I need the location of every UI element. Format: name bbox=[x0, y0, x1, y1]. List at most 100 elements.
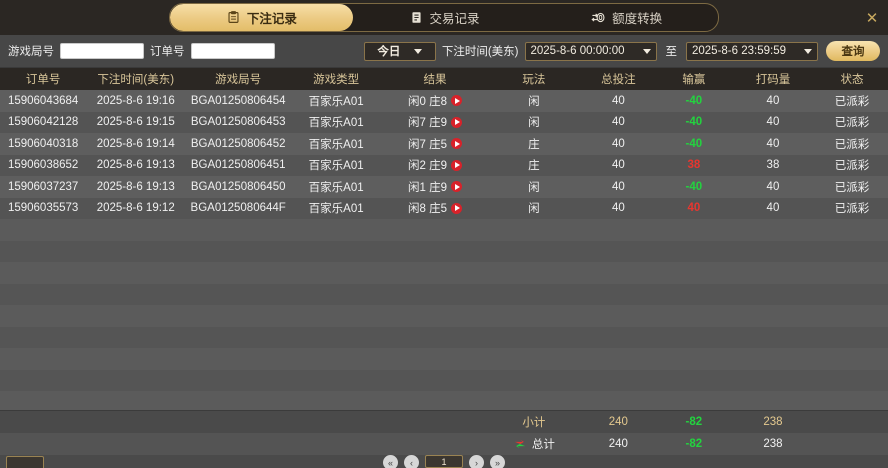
date-preset-select[interactable]: 今日 bbox=[363, 41, 436, 61]
cell-status-text: 已派彩 bbox=[834, 95, 870, 108]
table-totals: 小计 240 -82 238 bbox=[0, 410, 888, 455]
cell-game-type-text: 百家乐A01 bbox=[308, 181, 364, 194]
date-to-value: 2025-8-6 23:59:59 bbox=[692, 45, 786, 57]
cell-total-bet-text: 40 bbox=[611, 137, 625, 150]
cell-game-round-text: BGA01250806451 bbox=[190, 159, 286, 172]
play-replay-icon[interactable] bbox=[451, 181, 462, 193]
cell-total-bet: 40 bbox=[579, 176, 658, 198]
pagination-prev-button[interactable]: ‹ bbox=[404, 455, 419, 468]
cell-win-lose-text: 40 bbox=[687, 202, 701, 215]
cell-game-type: 百家乐A01 bbox=[291, 155, 381, 177]
table-row[interactable]: 15906040318 2025-8-6 19:14 BGA01250806452 百… bbox=[0, 133, 888, 155]
column-header-play: 玩法 bbox=[522, 74, 546, 86]
chevron-down-icon bbox=[804, 48, 812, 54]
game-round-label: 游戏局号 bbox=[8, 46, 54, 58]
cell-order-no: 15906040318 bbox=[0, 133, 86, 155]
date-range-separator: 至 bbox=[665, 46, 678, 58]
pagination-page-input[interactable] bbox=[425, 455, 463, 468]
close-icon[interactable]: ✕ bbox=[865, 9, 879, 27]
play-replay-icon[interactable] bbox=[451, 95, 462, 107]
column-header-bet-time: 下注时间(美东) bbox=[97, 74, 175, 86]
cell-result-text: 闲1 庄9 bbox=[408, 181, 447, 194]
column-header-result: 结果 bbox=[423, 74, 447, 86]
cell-result: 闲2 庄9 bbox=[381, 155, 489, 177]
cell-game-round: BGA01250806453 bbox=[185, 112, 291, 134]
table-row[interactable]: 15906037237 2025-8-6 19:13 BGA01250806450 百… bbox=[0, 176, 888, 198]
chevron-down-icon bbox=[642, 48, 651, 54]
cell-order-no-text: 15906043684 bbox=[7, 94, 79, 107]
date-to-select[interactable]: 2025-8-6 23:59:59 bbox=[686, 41, 818, 61]
cell-total-bet: 40 bbox=[579, 133, 658, 155]
cell-order-no-text: 15906038652 bbox=[7, 159, 79, 172]
column-header-game-round: 游戏局号 bbox=[215, 74, 262, 86]
cell-result-text: 闲2 庄9 bbox=[408, 160, 447, 173]
table-row[interactable]: 15906035573 2025-8-6 19:12 BGA0125080644F 百… bbox=[0, 197, 888, 220]
cell-turnover-text: 40 bbox=[766, 94, 780, 107]
cell-turnover-text: 40 bbox=[766, 202, 780, 215]
empty-row bbox=[0, 240, 888, 262]
tab-credit-transfer[interactable]: 额度转换 bbox=[535, 4, 718, 31]
cell-status-text: 已派彩 bbox=[834, 181, 870, 194]
column-header-status: 状态 bbox=[840, 74, 864, 86]
cell-play-text: 闲 bbox=[528, 203, 540, 216]
cell-turnover: 40 bbox=[730, 112, 816, 134]
play-replay-icon[interactable] bbox=[451, 202, 462, 214]
empty-row bbox=[0, 305, 888, 327]
table-row[interactable]: 15906043684 2025-8-6 19:16 BGA01250806454 百… bbox=[0, 90, 888, 112]
date-from-select[interactable]: 2025-8-6 00:00:00 bbox=[524, 41, 657, 61]
cell-status-text: 已派彩 bbox=[834, 117, 870, 130]
play-replay-icon[interactable] bbox=[451, 159, 462, 171]
cell-total-bet-text: 40 bbox=[611, 202, 625, 215]
column-header-win-lose: 输赢 bbox=[682, 74, 706, 86]
cell-bet-time: 2025-8-6 19:13 bbox=[86, 155, 185, 177]
empty-row bbox=[0, 369, 888, 391]
cell-total-bet: 40 bbox=[579, 112, 658, 134]
play-replay-icon[interactable] bbox=[451, 138, 462, 150]
cell-turnover-text: 40 bbox=[766, 137, 780, 150]
pagination-next-button[interactable]: › bbox=[469, 455, 484, 468]
cell-total-bet-text: 40 bbox=[611, 94, 625, 107]
pagination-last-button[interactable]: » bbox=[490, 455, 505, 468]
cell-total-bet-text: 40 bbox=[611, 159, 625, 172]
cell-game-round: BGA01250806450 bbox=[185, 176, 291, 198]
cell-order-no: 15906038652 bbox=[0, 155, 86, 177]
empty-row bbox=[0, 219, 888, 241]
pagination-bar: « ‹ › » bbox=[0, 455, 888, 468]
query-button[interactable]: 查询 bbox=[826, 41, 880, 61]
cell-bet-time: 2025-8-6 19:14 bbox=[86, 133, 185, 155]
cell-bet-time-text: 2025-8-6 19:13 bbox=[96, 159, 175, 172]
column-header-game-type: 游戏类型 bbox=[313, 74, 360, 86]
grand-total-label-cell: 总计 bbox=[489, 433, 579, 455]
tab-transaction-records[interactable]: 交易记录 bbox=[353, 4, 536, 31]
cell-status: 已派彩 bbox=[816, 112, 888, 134]
cell-win-lose-text: -40 bbox=[685, 137, 703, 150]
order-no-input[interactable] bbox=[190, 43, 275, 59]
order-no-label: 订单号 bbox=[150, 46, 185, 58]
cell-game-round: BGA01250806452 bbox=[185, 133, 291, 155]
cell-order-no-text: 15906037237 bbox=[7, 180, 79, 193]
cell-total-bet: 40 bbox=[579, 90, 658, 112]
column-header-total-bet: 总投注 bbox=[601, 74, 636, 86]
cell-game-round-text: BGA01250806452 bbox=[190, 137, 286, 150]
empty-row bbox=[0, 348, 888, 370]
pagination-first-button[interactable]: « bbox=[383, 455, 398, 468]
empty-row bbox=[0, 391, 888, 410]
tab-bet-records[interactable]: 下注记录 bbox=[170, 4, 353, 31]
page-size-select[interactable] bbox=[6, 456, 44, 468]
cell-status-text: 已派彩 bbox=[834, 160, 870, 173]
cell-game-type: 百家乐A01 bbox=[291, 112, 381, 134]
cell-game-type: 百家乐A01 bbox=[291, 176, 381, 198]
cell-win-lose: -40 bbox=[658, 112, 730, 134]
empty-row bbox=[0, 326, 888, 348]
cell-bet-time: 2025-8-6 19:12 bbox=[86, 198, 185, 220]
cell-status: 已派彩 bbox=[816, 155, 888, 177]
table-body: 15906043684 2025-8-6 19:16 BGA01250806454 百… bbox=[0, 90, 888, 410]
play-replay-icon[interactable] bbox=[451, 116, 462, 128]
table-row[interactable]: 15906038652 2025-8-6 19:13 BGA01250806451 百… bbox=[0, 154, 888, 177]
cell-bet-time-text: 2025-8-6 19:12 bbox=[96, 202, 175, 215]
game-round-input[interactable] bbox=[60, 43, 144, 59]
cell-game-type: 百家乐A01 bbox=[291, 90, 381, 112]
cell-bet-time-text: 2025-8-6 19:15 bbox=[96, 116, 175, 129]
cell-turnover-text: 38 bbox=[766, 159, 780, 172]
table-row[interactable]: 15906042128 2025-8-6 19:15 BGA01250806453 百… bbox=[0, 111, 888, 134]
